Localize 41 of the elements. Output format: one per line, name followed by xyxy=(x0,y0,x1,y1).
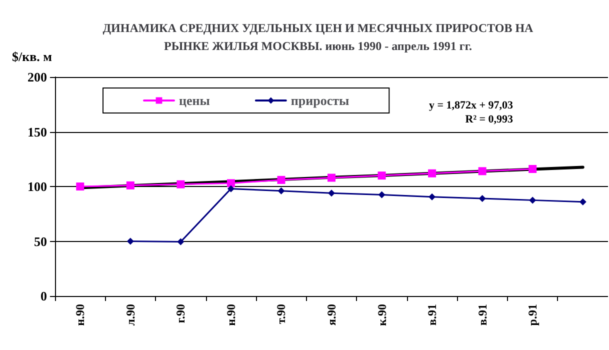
y-tick-label: 50 xyxy=(34,234,47,249)
y-tick-label: 150 xyxy=(28,124,47,140)
x-tick-label: в.91 xyxy=(475,304,490,326)
point xyxy=(428,169,436,178)
y-tick-label: 0 xyxy=(40,288,47,304)
x-tick-label: н.90 xyxy=(224,304,238,326)
point xyxy=(478,195,486,202)
point xyxy=(428,193,436,200)
y-tick-label: 100 xyxy=(28,179,47,194)
point xyxy=(277,176,286,184)
x-tick-label: я.90 xyxy=(324,304,338,326)
point xyxy=(528,164,537,173)
point xyxy=(579,198,586,206)
point xyxy=(378,172,386,180)
y-axis-title: $/кв. м xyxy=(12,49,52,64)
point xyxy=(378,191,386,198)
x-tick-label: г.90 xyxy=(174,304,188,324)
legend-label: приросты xyxy=(290,93,350,108)
point xyxy=(226,179,235,188)
annotation: R² = 0,993 xyxy=(465,114,514,126)
point xyxy=(227,185,234,192)
x-tick-label: т.90 xyxy=(274,304,288,324)
point xyxy=(177,238,184,246)
point xyxy=(76,182,84,190)
point xyxy=(529,196,536,204)
y-tick-label: 200 xyxy=(28,70,47,84)
point xyxy=(176,180,185,188)
x-tick-label: н.90 xyxy=(73,304,88,326)
point xyxy=(328,174,336,182)
point xyxy=(126,181,134,190)
annotation: y = 1,872x + 97,03 xyxy=(428,100,514,112)
point xyxy=(328,190,335,197)
x-tick-label: в.91 xyxy=(425,304,440,326)
point xyxy=(478,167,486,176)
point xyxy=(126,238,134,245)
legend-label: цены xyxy=(179,93,210,108)
point xyxy=(278,187,285,194)
x-tick-label: к.90 xyxy=(374,304,389,326)
x-tick-label: р.91 xyxy=(526,304,540,326)
chart-title: ДИНАМИКА СРЕДНИХ УДЕЛЬНЫХ ЦЕН И МЕСЯЧНЫХ ПРИРОСТОВ НА РЫНКЕ ЖИЛЬЯ МОСКВЫ. июнь 1990 - апрель 1991 гг. xyxy=(102,21,534,53)
x-tick-label: л.90 xyxy=(123,304,138,326)
